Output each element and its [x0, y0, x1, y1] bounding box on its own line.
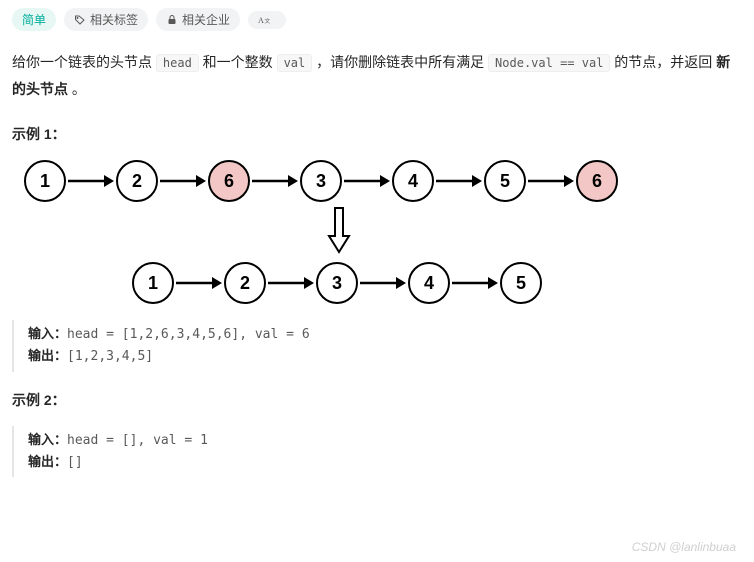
list-node: 2 [116, 160, 158, 202]
example2-title: 示例 2： [12, 390, 742, 410]
arrow-icon [434, 160, 484, 202]
related-companies-label: 相关企业 [182, 11, 230, 28]
inline-code-val: val [277, 54, 313, 72]
font-icon: A文 [258, 14, 272, 26]
diagram-row-after: 1 2 3 4 5 [132, 262, 742, 304]
list-node: 1 [24, 160, 66, 202]
example1-title: 示例 1： [12, 124, 742, 144]
arrow-icon [266, 262, 316, 304]
problem-description: 给你一个链表的头节点 head 和一个整数 val ，请你删除链表中所有满足 N… [12, 49, 742, 102]
arrow-icon [450, 262, 500, 304]
desc-text: 和一个整数 [199, 54, 277, 70]
list-node: 1 [132, 262, 174, 304]
output-label: 输出： [28, 348, 67, 363]
arrow-icon [342, 160, 392, 202]
inline-code-nodeval: Node.val == val [488, 54, 610, 72]
input-value: head = [], val = 1 [67, 433, 208, 448]
related-tags-label: 相关标签 [90, 11, 138, 28]
arrow-icon [66, 160, 116, 202]
lock-icon [166, 14, 178, 26]
tags-row: 简单 相关标签 相关企业 A文 [12, 8, 742, 31]
list-node: 6 [576, 160, 618, 202]
example2-input-line: 输入：head = [], val = 1 [28, 430, 742, 452]
diagram-row-before: 1 2 6 3 4 5 6 [24, 160, 742, 202]
desc-text: 。 [68, 81, 86, 97]
list-node: 2 [224, 262, 266, 304]
svg-text:A: A [258, 15, 264, 24]
related-tags-tag[interactable]: 相关标签 [64, 8, 148, 31]
arrow-icon [526, 160, 576, 202]
transform-arrow [327, 206, 742, 254]
output-label: 输出： [28, 454, 67, 469]
tag-icon [74, 14, 86, 26]
list-node: 3 [300, 160, 342, 202]
font-tag[interactable]: A文 [248, 11, 286, 29]
output-value: [] [67, 455, 83, 470]
input-label: 输入： [28, 432, 67, 447]
input-label: 输入： [28, 326, 67, 341]
output-value: [1,2,3,4,5] [67, 349, 153, 364]
arrow-icon [358, 262, 408, 304]
related-companies-tag[interactable]: 相关企业 [156, 8, 240, 31]
linked-list-diagram: 1 2 6 3 4 5 6 1 2 3 4 5 [12, 160, 742, 304]
list-node: 6 [208, 160, 250, 202]
list-node: 4 [392, 160, 434, 202]
list-node: 4 [408, 262, 450, 304]
desc-text: 给你一个链表的头节点 [12, 54, 156, 70]
list-node: 5 [484, 160, 526, 202]
example1-input-line: 输入：head = [1,2,6,3,4,5,6], val = 6 [28, 324, 742, 346]
arrow-icon [158, 160, 208, 202]
inline-code-head: head [156, 54, 199, 72]
desc-text: ，请你删除链表中所有满足 [312, 54, 488, 70]
list-node: 5 [500, 262, 542, 304]
difficulty-tag[interactable]: 简单 [12, 8, 56, 31]
example2-io: 输入：head = [], val = 1 输出：[] [12, 426, 742, 478]
list-node: 3 [316, 262, 358, 304]
arrow-icon [250, 160, 300, 202]
example2-output-line: 输出：[] [28, 452, 742, 474]
watermark: CSDN @lanlinbuaa [632, 540, 736, 554]
example1-output-line: 输出：[1,2,3,4,5] [28, 346, 742, 368]
desc-text: 的节点，并返回 [610, 54, 716, 70]
svg-text:文: 文 [264, 16, 270, 24]
example1-io: 输入：head = [1,2,6,3,4,5,6], val = 6 输出：[1… [12, 320, 742, 372]
arrow-icon [174, 262, 224, 304]
input-value: head = [1,2,6,3,4,5,6], val = 6 [67, 327, 310, 342]
